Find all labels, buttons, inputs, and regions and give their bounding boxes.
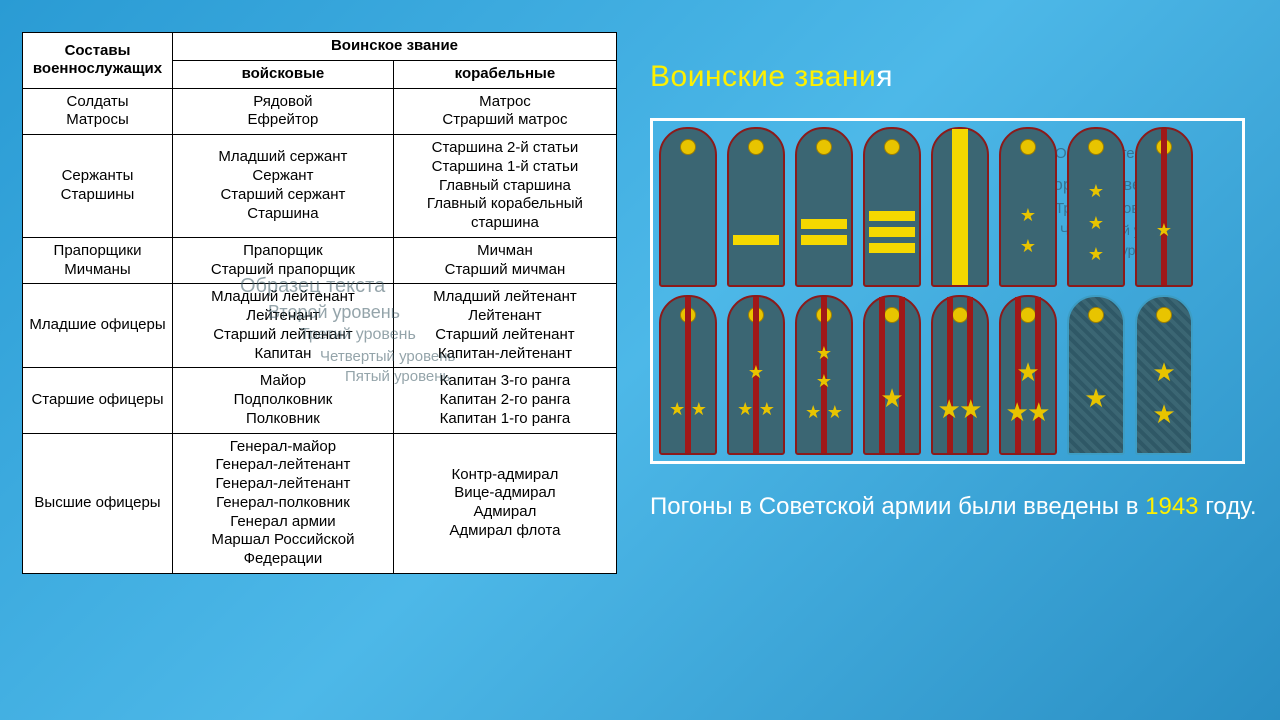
epaulette: ★ [863, 295, 921, 455]
epaulettes-grid: ★ ★ ★ ★ ★ ★ ★ ★ ★ ★ [650, 118, 1245, 464]
epaulette: ★ ★ [931, 295, 989, 455]
cell-category: Старшие офицеры [23, 368, 173, 433]
cell-army: МайорПодполковникПолковник [173, 368, 394, 433]
epaulette: ★ ★ [659, 295, 717, 455]
epaulette: ★ ★ ★ [1067, 127, 1125, 287]
cell-army: Младший лейтенантЛейтенантСтарший лейтен… [173, 284, 394, 368]
right-panel: Воинские звания ★ ★ [650, 60, 1260, 524]
cell-category: ПрапорщикиМичманы [23, 237, 173, 284]
title-text: Воинские звани [650, 60, 876, 93]
header-navy: корабельные [393, 60, 616, 88]
table-row: СолдатыМатросы РядовойЕфрейтор МатросСтр… [23, 88, 617, 135]
epaulette: ★ [1135, 127, 1193, 287]
cell-navy: МатросСтрарший матрос [393, 88, 616, 135]
ranks-table: Составы военнослужащих Воинское звание в… [22, 32, 617, 574]
cell-navy: Младший лейтенантЛейтенантСтарший лейтен… [393, 284, 616, 368]
cell-navy: Старшина 2-й статьиСтаршина 1-й статьиГл… [393, 135, 616, 238]
cell-army: РядовойЕфрейтор [173, 88, 394, 135]
header-category: Составы военнослужащих [23, 33, 173, 89]
epaulette [795, 127, 853, 287]
caption-year: 1943 [1145, 493, 1198, 520]
header-army: войсковые [173, 60, 394, 88]
epaulettes-row: ★ ★ ★ ★ ★ ★ [659, 127, 1236, 287]
header-rank: Воинское звание [173, 33, 617, 61]
table-row: Младшие офицеры Младший лейтенантЛейтена… [23, 284, 617, 368]
epaulette: ★ ★ [999, 127, 1057, 287]
cell-army: Младший сержантСержантСтарший сержантСта… [173, 135, 394, 238]
cell-category: Высшие офицеры [23, 433, 173, 573]
epaulette: ★ ★ ★ ★ [795, 295, 853, 455]
epaulettes-row: ★ ★ ★ ★ ★ ★ ★ ★ ★ ★ [659, 295, 1236, 455]
epaulette: ★ ★ ★ [999, 295, 1057, 455]
cell-category: СолдатыМатросы [23, 88, 173, 135]
table-row: СержантыСтаршины Младший сержантСержантС… [23, 135, 617, 238]
epaulette: ★ ★ ★ [727, 295, 785, 455]
cell-navy: Капитан 3-го рангаКапитан 2-го рангаКапи… [393, 368, 616, 433]
cell-army: Генерал-майорГенерал-лейтенантГенерал-ле… [173, 433, 394, 573]
slide-title: Воинские звания [650, 60, 1260, 94]
cell-army: ПрапорщикСтарший прапорщик [173, 237, 394, 284]
table-row: Старшие офицеры МайорПодполковникПолковн… [23, 368, 617, 433]
ranks-table-panel: Составы военнослужащих Воинское звание в… [22, 32, 617, 574]
caption-pre: Погоны в Советской армии были введены в [650, 493, 1145, 520]
epaulette [727, 127, 785, 287]
cell-navy: МичманСтарший мичман [393, 237, 616, 284]
cell-category: Младшие офицеры [23, 284, 173, 368]
caption-post: году. [1199, 493, 1257, 520]
title-text-tail: я [876, 60, 893, 93]
table-row: ПрапорщикиМичманы ПрапорщикСтарший прапо… [23, 237, 617, 284]
cell-category: СержантыСтаршины [23, 135, 173, 238]
epaulette [931, 127, 989, 287]
table-row: Высшие офицеры Генерал-майорГенерал-лейт… [23, 433, 617, 573]
epaulette [659, 127, 717, 287]
epaulette [863, 127, 921, 287]
caption-text: Погоны в Советской армии были введены в … [650, 490, 1260, 524]
epaulette: ★ ★ [1135, 295, 1193, 455]
epaulette: ★ [1067, 295, 1125, 455]
cell-navy: Контр-адмиралВице-адмиралАдмиралАдмирал … [393, 433, 616, 573]
